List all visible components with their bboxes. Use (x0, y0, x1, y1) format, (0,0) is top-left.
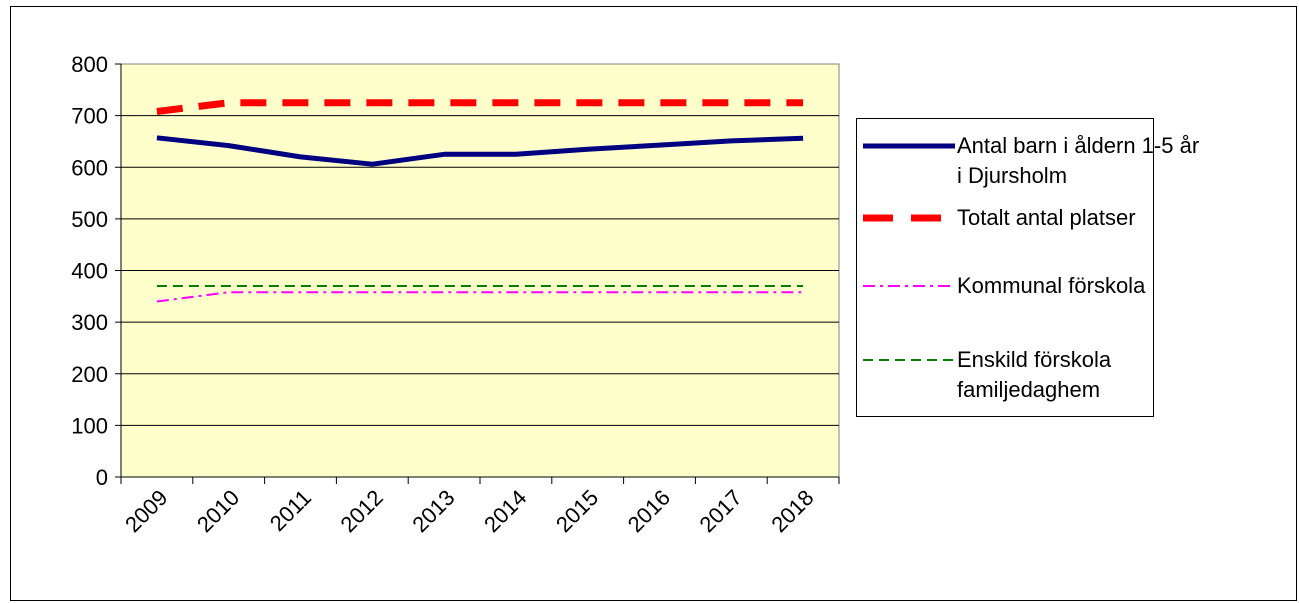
grid-lines (121, 115, 839, 426)
legend-swatch-0 (863, 143, 955, 149)
y-tick-label: 200 (71, 362, 108, 387)
series-lines (156, 99, 804, 303)
y-tick-label: 500 (71, 207, 108, 232)
x-tick-label: 2014 (479, 485, 531, 537)
x-tick-label: 2018 (766, 485, 818, 537)
y-tick-label: 700 (71, 104, 108, 129)
legend-swatch-3 (863, 359, 955, 361)
legend-label: i Djursholm (957, 163, 1068, 188)
x-tick-label: 2011 (265, 485, 316, 536)
legend: Antal barn i åldern 1-5 år i Djursholm Tot… (856, 118, 1199, 417)
x-tick-label: 2010 (192, 485, 244, 537)
legend-label: Enskild förskola (957, 347, 1112, 372)
legend-label: Kommunal förskola (957, 273, 1146, 298)
x-tick-label: 2012 (336, 485, 388, 537)
y-tick-label: 0 (96, 465, 108, 490)
x-tick-label: 2015 (551, 485, 603, 537)
series-line-1 (156, 99, 804, 115)
legend-swatch-1 (863, 214, 955, 222)
x-tick-label: 2017 (695, 485, 747, 537)
x-tick-label: 2016 (623, 485, 675, 537)
legend-swatch-2 (863, 285, 955, 287)
y-tick-label: 100 (71, 413, 108, 438)
x-tick-label: 2013 (407, 485, 459, 537)
legend-label: Totalt antal platser (957, 205, 1136, 230)
y-tick-label: 600 (71, 155, 108, 180)
x-tick-label: 2009 (120, 485, 172, 537)
legend-label: familjedaghem (957, 377, 1101, 402)
y-tick-label: 400 (71, 259, 108, 284)
series-line-0 (156, 135, 804, 167)
y-tick-label: 800 (71, 52, 108, 77)
series-line-2 (156, 291, 804, 303)
legend-label: Antal barn i åldern 1-5 år (957, 133, 1200, 158)
y-tick-label: 300 (71, 310, 108, 335)
